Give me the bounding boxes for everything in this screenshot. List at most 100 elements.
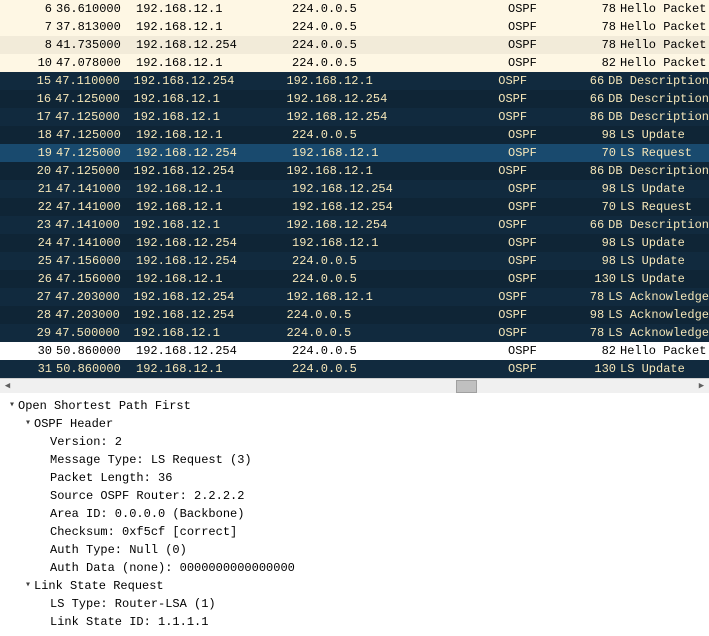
packet-length: 98 xyxy=(590,234,620,252)
table-row[interactable]: 2847.203000192.168.12.254224.0.0.5OSPF98… xyxy=(0,306,709,324)
detail-field[interactable]: Packet Length: 36 xyxy=(6,469,703,487)
chevron-down-icon[interactable]: ▾ xyxy=(22,577,34,595)
table-row[interactable]: 2747.203000192.168.12.254192.168.12.1OSP… xyxy=(0,288,709,306)
packet-time: 36.610000 xyxy=(56,0,136,18)
packet-length: 78 xyxy=(579,324,609,342)
table-row[interactable]: 3150.860000192.168.12.1224.0.0.5OSPF130L… xyxy=(0,360,709,378)
packet-time: 47.110000 xyxy=(55,72,133,90)
packet-protocol: OSPF xyxy=(508,54,590,72)
scroll-track[interactable] xyxy=(15,380,694,393)
packet-no: 22 xyxy=(4,198,56,216)
table-row[interactable]: 2047.125000192.168.12.254192.168.12.1OSP… xyxy=(0,162,709,180)
packet-time: 47.078000 xyxy=(56,54,136,72)
detail-field[interactable]: Message Type: LS Request (3) xyxy=(6,451,703,469)
packet-length: 82 xyxy=(590,342,620,360)
table-row[interactable]: 2147.141000192.168.12.1192.168.12.254OSP… xyxy=(0,180,709,198)
packet-list[interactable]: 636.610000192.168.12.1224.0.0.5OSPF78Hel… xyxy=(0,0,709,378)
table-row[interactable]: 2447.141000192.168.12.254192.168.12.1OSP… xyxy=(0,234,709,252)
packet-protocol: OSPF xyxy=(508,126,590,144)
packet-destination: 192.168.12.1 xyxy=(286,162,498,180)
detail-field[interactable]: Link State ID: 1.1.1.1 xyxy=(6,613,703,631)
packet-info: DB Description xyxy=(608,162,709,180)
packet-source: 192.168.12.254 xyxy=(136,342,292,360)
table-row[interactable]: 2947.500000192.168.12.1224.0.0.5OSPF78LS… xyxy=(0,324,709,342)
field-text: LS Type: Router-LSA (1) xyxy=(50,595,216,613)
packet-info: Hello Packet xyxy=(620,54,709,72)
packet-source: 192.168.12.1 xyxy=(136,180,292,198)
packet-length: 98 xyxy=(590,126,620,144)
chevron-down-icon[interactable]: ▾ xyxy=(22,415,34,433)
table-row[interactable]: 3050.860000192.168.12.254224.0.0.5OSPF82… xyxy=(0,342,709,360)
packet-length: 66 xyxy=(579,216,609,234)
packet-source: 192.168.12.1 xyxy=(136,270,292,288)
packet-length: 78 xyxy=(590,36,620,54)
packet-destination: 224.0.0.5 xyxy=(292,270,508,288)
table-row[interactable]: 2347.141000192.168.12.1192.168.12.254OSP… xyxy=(0,216,709,234)
packet-info: DB Description xyxy=(608,72,709,90)
packet-protocol: OSPF xyxy=(508,360,590,378)
packet-no: 27 xyxy=(4,288,55,306)
scroll-right-arrow-icon[interactable]: ▶ xyxy=(694,379,709,394)
table-row[interactable]: 1647.125000192.168.12.1192.168.12.254OSP… xyxy=(0,90,709,108)
detail-field[interactable]: Checksum: 0xf5cf [correct] xyxy=(6,523,703,541)
table-row[interactable]: 1847.125000192.168.12.1224.0.0.5OSPF98LS… xyxy=(0,126,709,144)
tree-ospf-root[interactable]: ▾ Open Shortest Path First xyxy=(6,397,703,415)
packet-source: 192.168.12.254 xyxy=(134,162,287,180)
packet-source: 192.168.12.1 xyxy=(136,0,292,18)
tree-ospf-header[interactable]: ▾ OSPF Header xyxy=(6,415,703,433)
detail-field[interactable]: Version: 2 xyxy=(6,433,703,451)
detail-field[interactable]: Source OSPF Router: 2.2.2.2 xyxy=(6,487,703,505)
lsr-label: Link State Request xyxy=(34,577,164,595)
packet-no: 31 xyxy=(4,360,56,378)
packet-source: 192.168.12.254 xyxy=(134,288,287,306)
field-text: Area ID: 0.0.0.0 (Backbone) xyxy=(50,505,244,523)
packet-source: 192.168.12.1 xyxy=(134,216,287,234)
packet-destination: 224.0.0.5 xyxy=(292,252,508,270)
packet-info: DB Description xyxy=(608,108,709,126)
detail-field[interactable]: LS Type: Router-LSA (1) xyxy=(6,595,703,613)
packet-length: 78 xyxy=(590,0,620,18)
packet-destination: 224.0.0.5 xyxy=(292,18,508,36)
packet-length: 86 xyxy=(579,108,609,126)
scroll-left-arrow-icon[interactable]: ◀ xyxy=(0,379,15,394)
packet-time: 50.860000 xyxy=(56,342,136,360)
packet-time: 47.125000 xyxy=(55,90,133,108)
packet-destination: 192.168.12.254 xyxy=(286,108,498,126)
table-row[interactable]: 737.813000192.168.12.1224.0.0.5OSPF78Hel… xyxy=(0,18,709,36)
packet-length: 78 xyxy=(590,18,620,36)
packet-length: 66 xyxy=(579,90,609,108)
scroll-thumb[interactable] xyxy=(456,380,476,393)
packet-protocol: OSPF xyxy=(498,306,578,324)
table-row[interactable]: 2547.156000192.168.12.254224.0.0.5OSPF98… xyxy=(0,252,709,270)
packet-details-pane[interactable]: ▾ Open Shortest Path First ▾ OSPF Header… xyxy=(0,393,709,636)
field-text: Source OSPF Router: 2.2.2.2 xyxy=(50,487,244,505)
table-row[interactable]: 1547.110000192.168.12.254192.168.12.1OSP… xyxy=(0,72,709,90)
packet-destination: 224.0.0.5 xyxy=(286,306,498,324)
chevron-down-icon[interactable]: ▾ xyxy=(6,397,18,415)
table-row[interactable]: 2247.141000192.168.12.1192.168.12.254OSP… xyxy=(0,198,709,216)
detail-field[interactable]: Auth Data (none): 0000000000000000 xyxy=(6,559,703,577)
table-row[interactable]: 1747.125000192.168.12.1192.168.12.254OSP… xyxy=(0,108,709,126)
detail-field[interactable]: Auth Type: Null (0) xyxy=(6,541,703,559)
horizontal-scrollbar[interactable]: ◀ ▶ xyxy=(0,378,709,393)
packet-info: LS Acknowledge xyxy=(608,288,709,306)
packet-destination: 192.168.12.254 xyxy=(286,90,498,108)
packet-protocol: OSPF xyxy=(508,36,590,54)
packet-info: LS Update xyxy=(620,180,709,198)
packet-protocol: OSPF xyxy=(498,288,578,306)
packet-length: 78 xyxy=(579,288,609,306)
detail-field[interactable]: Area ID: 0.0.0.0 (Backbone) xyxy=(6,505,703,523)
packet-info: DB Description xyxy=(608,90,709,108)
table-row[interactable]: 1047.078000192.168.12.1224.0.0.5OSPF82He… xyxy=(0,54,709,72)
table-row[interactable]: 841.735000192.168.12.254224.0.0.5OSPF78H… xyxy=(0,36,709,54)
packet-no: 10 xyxy=(4,54,56,72)
packet-no: 18 xyxy=(4,126,56,144)
packet-length: 98 xyxy=(590,180,620,198)
table-row[interactable]: 1947.125000192.168.12.254192.168.12.1OSP… xyxy=(0,144,709,162)
packet-protocol: OSPF xyxy=(508,0,590,18)
packet-no: 28 xyxy=(4,306,55,324)
tree-lsr[interactable]: ▾ Link State Request xyxy=(6,577,703,595)
packet-protocol: OSPF xyxy=(508,342,590,360)
table-row[interactable]: 2647.156000192.168.12.1224.0.0.5OSPF130L… xyxy=(0,270,709,288)
table-row[interactable]: 636.610000192.168.12.1224.0.0.5OSPF78Hel… xyxy=(0,0,709,18)
